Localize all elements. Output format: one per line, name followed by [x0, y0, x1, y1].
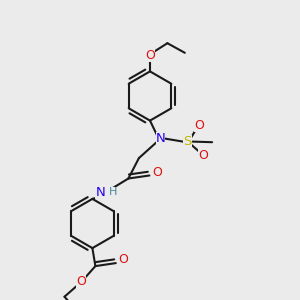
Text: N: N	[95, 185, 105, 199]
Text: O: O	[76, 275, 86, 288]
Text: O: O	[118, 253, 128, 266]
Text: O: O	[194, 119, 204, 133]
Text: O: O	[152, 166, 162, 179]
Text: S: S	[183, 135, 192, 148]
Text: O: O	[145, 49, 155, 62]
Text: N: N	[156, 132, 165, 145]
Text: O: O	[198, 149, 208, 163]
Text: H: H	[109, 187, 118, 197]
